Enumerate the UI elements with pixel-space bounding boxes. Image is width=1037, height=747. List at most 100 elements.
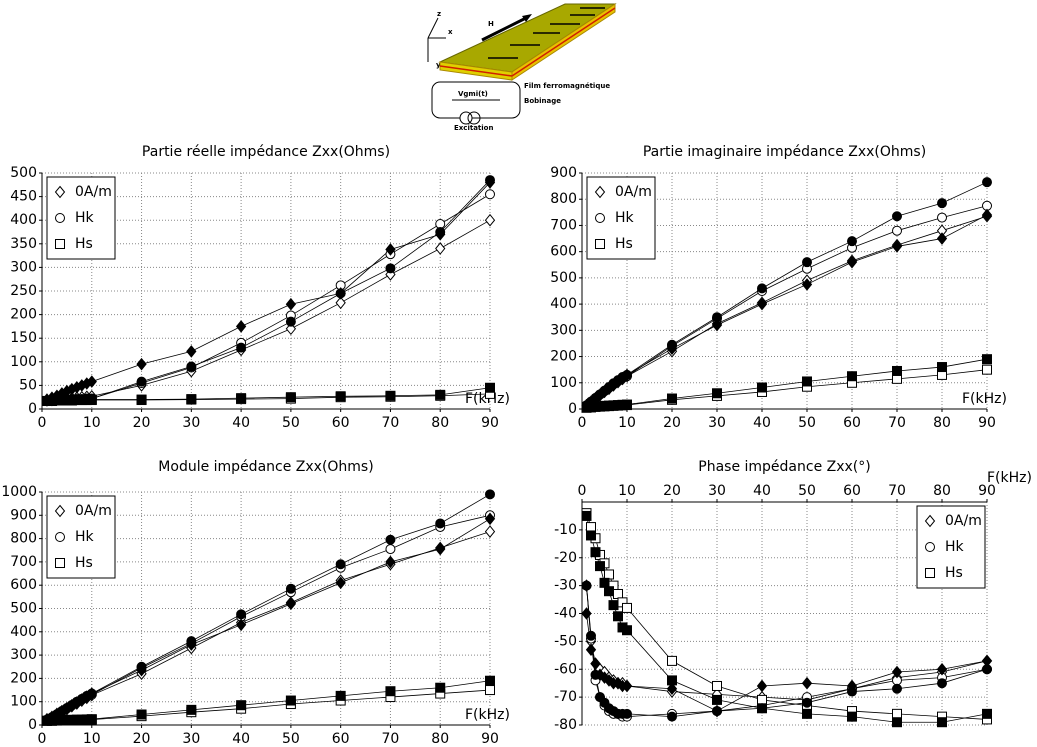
data-point <box>936 662 948 676</box>
data-point <box>802 697 812 708</box>
series-line <box>586 585 988 701</box>
data-point <box>335 296 346 310</box>
legend-marker <box>924 514 936 528</box>
x-tick-label: 20 <box>133 731 151 747</box>
legend-marker <box>55 213 65 223</box>
y-tick-label: 0 <box>28 401 37 417</box>
y-tick-label: 250 <box>10 283 37 299</box>
x-tick-label: 60 <box>843 483 861 499</box>
y-tick-label: -50 <box>554 633 577 649</box>
data-point <box>801 278 813 291</box>
data-point <box>622 399 632 410</box>
legend-label: Hk <box>615 210 635 226</box>
magnetization-arrows <box>488 7 605 59</box>
x-tick-label: 80 <box>933 415 951 431</box>
y-tick-label: 300 <box>10 647 37 663</box>
data-point <box>757 694 767 705</box>
y-tick-label: 400 <box>10 212 37 228</box>
legend-label: 0A/m <box>945 513 982 529</box>
data-point <box>186 361 197 372</box>
data-point <box>590 547 601 558</box>
data-point <box>892 211 902 222</box>
data-point <box>385 390 396 401</box>
data-point <box>622 708 632 719</box>
data-point <box>186 345 197 358</box>
y-tick-label: 200 <box>550 349 577 365</box>
data-point <box>236 342 247 353</box>
data-point <box>847 711 857 722</box>
data-point <box>756 297 768 311</box>
data-point <box>484 512 496 526</box>
legend-label: Hk <box>945 539 965 555</box>
data-point <box>186 704 197 715</box>
data-point <box>136 661 147 672</box>
data-point <box>667 393 677 404</box>
data-point <box>136 394 147 405</box>
data-point <box>891 665 903 679</box>
data-point <box>435 682 446 693</box>
data-point <box>711 318 723 332</box>
data-point <box>136 376 147 387</box>
data-point <box>435 518 446 529</box>
data-point <box>285 316 296 327</box>
y-tick-label: 500 <box>10 601 37 617</box>
y-tick-label: -80 <box>554 717 577 733</box>
data-point <box>667 675 677 686</box>
legend-marker <box>54 185 66 199</box>
data-point <box>982 354 992 365</box>
y-tick-label: -10 <box>554 522 577 538</box>
x-tick-label: 90 <box>481 415 499 431</box>
data-point <box>712 312 722 323</box>
data-point <box>186 394 197 405</box>
y-tick-label: -30 <box>554 578 577 594</box>
data-point <box>236 700 247 711</box>
x-tick-label: 70 <box>888 415 906 431</box>
data-point <box>485 382 495 393</box>
circuit <box>431 81 521 119</box>
y-tick-label: 100 <box>10 694 37 710</box>
axis-label: z <box>437 10 441 18</box>
coil-line <box>511 7 616 77</box>
y-tick-label: -20 <box>554 550 577 566</box>
data-point <box>622 625 632 636</box>
legend-marker <box>55 239 65 249</box>
legend-marker <box>925 542 935 552</box>
data-point <box>435 242 446 255</box>
x-tick-label: 10 <box>83 415 101 431</box>
x-tick-label: 30 <box>708 483 726 499</box>
x-tick-label: 50 <box>798 483 816 499</box>
data-point <box>485 489 495 500</box>
y-tick-label: 400 <box>550 296 577 312</box>
coil-label: Bobinage <box>524 97 561 105</box>
data-point <box>937 678 947 689</box>
x-tick-label: 60 <box>332 731 350 747</box>
data-point <box>595 561 605 572</box>
x-axis-label: F(kHz) <box>465 391 510 407</box>
data-point <box>604 569 614 580</box>
x-tick-label: 10 <box>618 415 636 431</box>
legend-marker <box>595 213 605 223</box>
data-point <box>802 257 812 268</box>
data-point <box>613 588 623 599</box>
data-point <box>891 240 903 253</box>
x-tick-label: 40 <box>232 415 250 431</box>
data-point <box>235 618 247 632</box>
data-point <box>937 362 947 373</box>
legend-label: Hk <box>75 210 95 226</box>
y-tick-label: 900 <box>10 507 37 523</box>
data-point <box>892 717 902 728</box>
data-point <box>586 522 596 533</box>
data-point <box>385 544 396 555</box>
x-tick-label: 50 <box>282 415 300 431</box>
legend-marker <box>595 239 605 249</box>
x-axis-label: F(kHz) <box>465 707 510 723</box>
chart-title: Phase impédance Zxx(°) <box>698 459 870 475</box>
source <box>467 111 481 125</box>
data-point <box>622 369 632 380</box>
x-tick-label: 30 <box>182 415 200 431</box>
data-point <box>982 708 992 719</box>
data-point <box>485 189 495 200</box>
series-line <box>586 358 988 409</box>
